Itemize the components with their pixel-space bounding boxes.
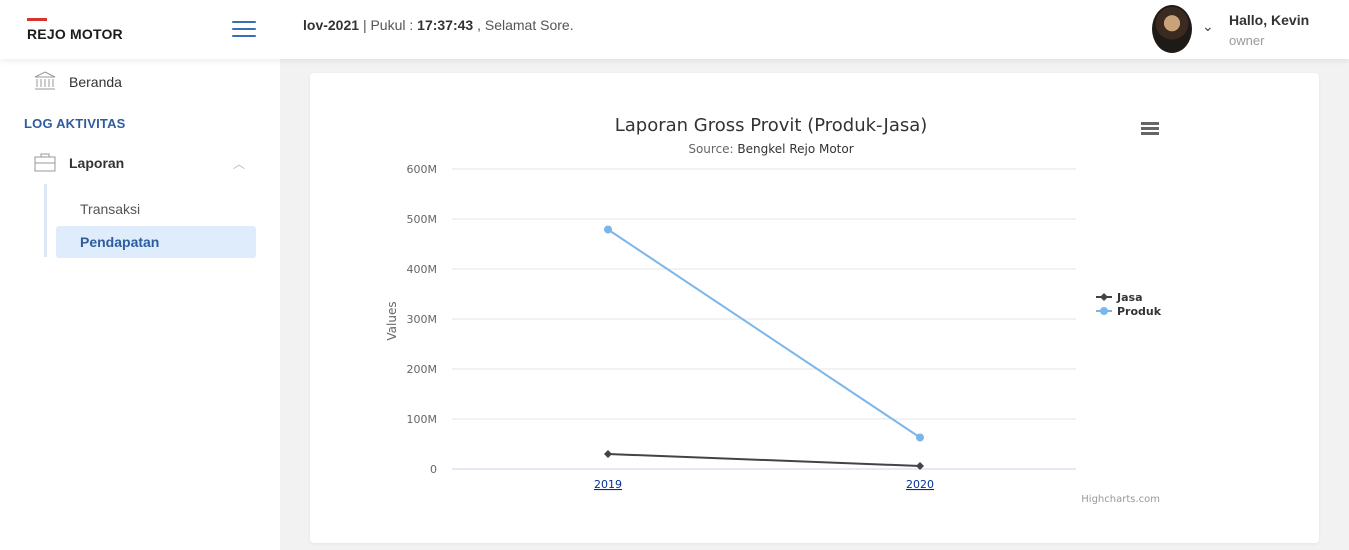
briefcase-icon	[34, 153, 56, 172]
avatar[interactable]	[1152, 5, 1192, 53]
credits-text[interactable]: Highcharts.com	[1081, 494, 1160, 505]
y-tick-label: 100M	[407, 413, 438, 426]
datetime-text: lov-2021 | Pukul : 17:37:43 , Selamat So…	[303, 17, 574, 33]
y-tick-label: 400M	[407, 263, 438, 276]
y-axis-label: Values	[385, 301, 399, 340]
line-chart: Laporan Gross Provit (Produk-Jasa) Sourc…	[385, 115, 1162, 505]
data-point-jasa	[604, 450, 612, 458]
user-role: owner	[1229, 33, 1265, 48]
legend-marker	[1100, 293, 1108, 301]
greeting-text: , Selamat Sore.	[477, 17, 574, 33]
data-point-jasa	[916, 462, 924, 470]
data-point-produk	[604, 225, 612, 234]
user-greeting[interactable]: Hallo, Kevin	[1229, 12, 1310, 28]
time-label: | Pukul :	[362, 17, 414, 33]
sidebar-item-transaksi[interactable]: Transaksi	[80, 201, 141, 217]
y-tick-label: 500M	[407, 213, 438, 226]
chevron-down-icon[interactable]: ⌄	[1202, 18, 1214, 34]
chevron-up-icon[interactable]: ︿	[233, 157, 246, 171]
legend-marker	[1100, 307, 1108, 315]
submenu-line	[44, 184, 47, 257]
legend-label: Jasa	[1116, 291, 1143, 304]
time-text: 17:37:43	[417, 17, 474, 33]
logo-accent	[27, 18, 47, 21]
subtitle-source: Bengkel Rejo Motor	[737, 142, 853, 156]
sidebar: Beranda LOG AKTIVITAS Laporan ︿ Transaks…	[0, 59, 280, 550]
x-tick-label: 2019	[594, 478, 622, 491]
y-tick-label: 300M	[407, 313, 438, 326]
top-bar: REJO MOTOR lov-2021 | Pukul : 17:37:43 ,…	[0, 0, 1349, 59]
brand-name: REJO MOTOR	[27, 26, 123, 42]
data-point-produk	[916, 433, 924, 442]
legend-label: Produk	[1117, 305, 1162, 318]
sidebar-item-beranda[interactable]: Beranda	[69, 74, 122, 90]
subtitle-prefix: Source:	[688, 142, 733, 156]
menu-toggle-icon[interactable]	[232, 21, 256, 37]
chart-title: Laporan Gross Provit (Produk-Jasa)	[615, 115, 928, 136]
sidebar-item-pendapatan[interactable]: Pendapatan	[80, 234, 160, 250]
series-line-jasa	[607, 453, 921, 467]
sidebar-item-laporan[interactable]: Laporan	[69, 155, 125, 171]
chart-menu-icon[interactable]	[1141, 122, 1159, 136]
series-line-produk	[607, 228, 921, 439]
y-tick-label: 600M	[407, 163, 438, 176]
active-item-bg	[56, 226, 256, 258]
bank-icon	[34, 71, 56, 90]
x-tick-label: 2020	[906, 478, 934, 491]
y-tick-label: 200M	[407, 363, 438, 376]
chart-subtitle: Source: Bengkel Rejo Motor	[688, 142, 853, 156]
section-label: LOG AKTIVITAS	[24, 116, 126, 131]
y-tick-label: 0	[430, 463, 437, 476]
date-text: lov-2021	[303, 17, 360, 33]
chart-card: Laporan Gross Provit (Produk-Jasa) Sourc…	[310, 73, 1319, 543]
